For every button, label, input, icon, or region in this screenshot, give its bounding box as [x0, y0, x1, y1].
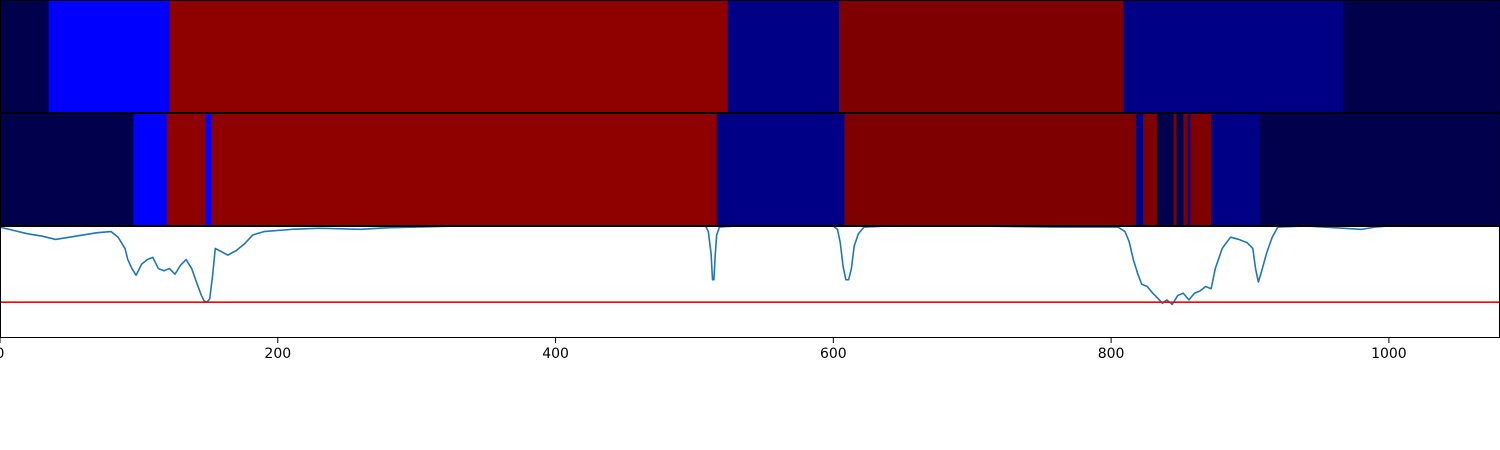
strip-top-segment-2: [169, 0, 729, 113]
strip-middle-segment-1: [133, 113, 168, 226]
strip-top-segment-4: [838, 0, 1125, 113]
strip-middle-segment-0: [0, 113, 134, 226]
x-tick-label-0: 0: [0, 346, 4, 362]
x-tick-label-4: 800: [1098, 346, 1125, 362]
strip-top-segment-6: [1343, 0, 1500, 113]
strip-middle-segment-8: [1143, 113, 1158, 226]
strip-middle-segment-11: [1176, 113, 1184, 226]
x-axis: 0 200 400 600 800 1000: [0, 338, 1407, 362]
strip-middle-segment-10: [1173, 113, 1177, 226]
strip-middle-segment-16: [1259, 113, 1500, 226]
strip-top-segment-0: [0, 0, 50, 113]
x-tick-label-2: 400: [542, 346, 569, 362]
strip-middle-segment-6: [844, 113, 1137, 226]
x-tick-label-5: 1000: [1371, 346, 1407, 362]
strip-middle: [0, 113, 1500, 226]
strip-middle-segment-4: [211, 113, 718, 226]
line-panel: [0, 225, 1500, 338]
strip-middle-segment-13: [1187, 113, 1191, 226]
line-panel-background: [0, 226, 1500, 338]
strip-middle-segment-7: [1136, 113, 1144, 226]
x-tick-label-1: 200: [264, 346, 291, 362]
strip-top-segment-3: [727, 0, 840, 113]
strip-middle-segment-3: [205, 113, 212, 226]
strip-top-segment-1: [48, 0, 170, 113]
strip-middle-segment-15: [1211, 113, 1261, 226]
strip-middle-segment-2: [166, 113, 207, 226]
strip-top: [0, 0, 1500, 113]
x-tick-label-3: 600: [820, 346, 847, 362]
strip-middle-segment-5: [716, 113, 845, 226]
strip-middle-segment-12: [1183, 113, 1188, 226]
strip-middle-segment-9: [1156, 113, 1175, 226]
strip-middle-segment-14: [1190, 113, 1212, 226]
series-line: [0, 225, 1500, 306]
strip-top-segment-5: [1123, 0, 1344, 113]
